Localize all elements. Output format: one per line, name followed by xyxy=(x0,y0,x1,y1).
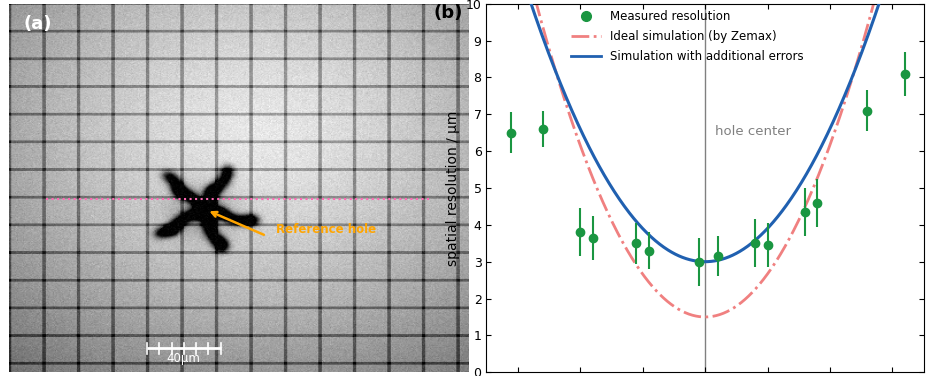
Simulation with additional errors xyxy=(739,246,750,251)
Ideal simulation (by Zemax) xyxy=(699,315,710,319)
Simulation with additional errors xyxy=(595,167,606,171)
Ideal simulation (by Zemax) xyxy=(679,310,690,315)
Text: 40μm: 40μm xyxy=(167,352,201,365)
Text: hole center: hole center xyxy=(715,125,791,138)
Simulation with additional errors xyxy=(809,158,820,162)
Line: Simulation with additional errors: Simulation with additional errors xyxy=(490,0,920,262)
Text: (b): (b) xyxy=(434,4,464,22)
Y-axis label: spatial resolution / μm: spatial resolution / μm xyxy=(446,110,460,266)
Ideal simulation (by Zemax) xyxy=(561,102,572,107)
Ideal simulation (by Zemax) xyxy=(773,256,784,261)
Text: Reference hole: Reference hole xyxy=(275,223,376,236)
Line: Ideal simulation (by Zemax): Ideal simulation (by Zemax) xyxy=(490,0,920,317)
Ideal simulation (by Zemax) xyxy=(809,183,820,187)
Ideal simulation (by Zemax) xyxy=(595,195,606,199)
Simulation with additional errors xyxy=(699,259,710,264)
Simulation with additional errors xyxy=(679,256,690,261)
Legend: Measured resolution, Ideal simulation (by Zemax), Simulation with additional err: Measured resolution, Ideal simulation (b… xyxy=(571,10,803,63)
Text: (a): (a) xyxy=(23,15,51,33)
Simulation with additional errors xyxy=(561,95,572,100)
Ideal simulation (by Zemax) xyxy=(739,298,750,302)
Simulation with additional errors xyxy=(773,214,784,219)
